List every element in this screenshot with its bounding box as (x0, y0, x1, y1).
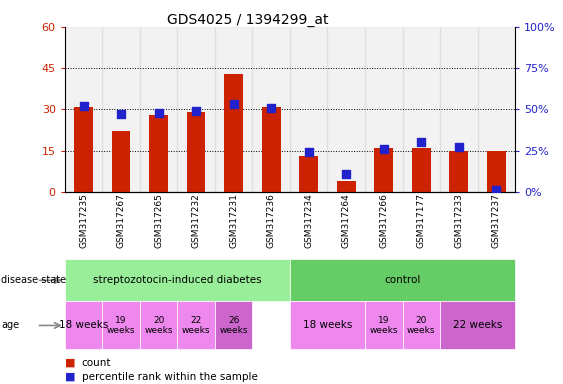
Bar (149, 115, 168, 192)
Text: 20
weeks: 20 weeks (144, 316, 173, 335)
Text: streptozotocin-induced diabetes: streptozotocin-induced diabetes (93, 275, 262, 285)
Text: 20
weeks: 20 weeks (407, 316, 436, 335)
Point (379, 146, 388, 152)
Bar (290, 27, 328, 192)
Bar (140, 27, 177, 192)
Point (267, 105, 276, 111)
Text: control: control (385, 275, 421, 285)
Point (117, 111, 126, 118)
Bar (177, 27, 215, 192)
Text: 19
weeks: 19 weeks (369, 316, 398, 335)
Text: ■: ■ (65, 358, 75, 368)
Text: age: age (1, 320, 19, 331)
Bar (187, 112, 205, 192)
Point (492, 187, 501, 194)
Text: 26
weeks: 26 weeks (220, 316, 248, 335)
Text: 22 weeks: 22 weeks (453, 320, 502, 331)
Text: 22
weeks: 22 weeks (182, 316, 211, 335)
Bar (449, 151, 468, 192)
Bar (412, 148, 431, 192)
Point (342, 171, 351, 177)
Bar (224, 74, 243, 192)
Bar (365, 27, 403, 192)
Point (229, 101, 238, 108)
Point (154, 110, 163, 116)
Bar (374, 148, 393, 192)
Bar (440, 27, 477, 192)
Bar (65, 27, 102, 192)
Text: 18 weeks: 18 weeks (303, 320, 352, 331)
Point (191, 108, 200, 114)
Bar (74, 107, 93, 192)
Point (454, 144, 463, 151)
Text: count: count (82, 358, 111, 368)
Bar (477, 27, 515, 192)
Text: disease state: disease state (1, 275, 66, 285)
Bar (102, 27, 140, 192)
Bar (215, 27, 252, 192)
Bar (300, 156, 318, 192)
Text: percentile rank within the sample: percentile rank within the sample (82, 372, 257, 382)
Bar (111, 131, 131, 192)
Text: GDS4025 / 1394299_at: GDS4025 / 1394299_at (167, 13, 328, 27)
Text: 19
weeks: 19 weeks (107, 316, 135, 335)
Bar (337, 181, 356, 192)
Bar (487, 151, 506, 192)
Bar (252, 27, 290, 192)
Text: 18 weeks: 18 weeks (59, 320, 108, 331)
Bar (328, 27, 365, 192)
Point (304, 149, 313, 156)
Point (417, 139, 426, 146)
Point (79, 103, 88, 109)
Bar (262, 107, 280, 192)
Text: ■: ■ (65, 372, 75, 382)
Bar (403, 27, 440, 192)
